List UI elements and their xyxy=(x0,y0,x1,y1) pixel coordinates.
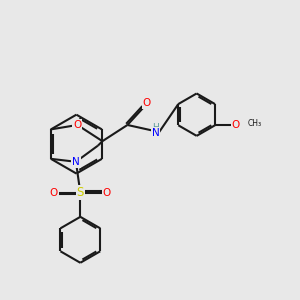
Text: N: N xyxy=(152,128,159,138)
Text: N: N xyxy=(72,157,80,167)
Text: O: O xyxy=(142,98,151,108)
Text: CH₃: CH₃ xyxy=(248,119,262,128)
Text: O: O xyxy=(73,120,82,130)
Text: H: H xyxy=(152,123,159,132)
Text: O: O xyxy=(103,188,111,198)
Text: S: S xyxy=(76,186,84,199)
Text: O: O xyxy=(50,188,58,198)
Text: O: O xyxy=(232,120,240,130)
